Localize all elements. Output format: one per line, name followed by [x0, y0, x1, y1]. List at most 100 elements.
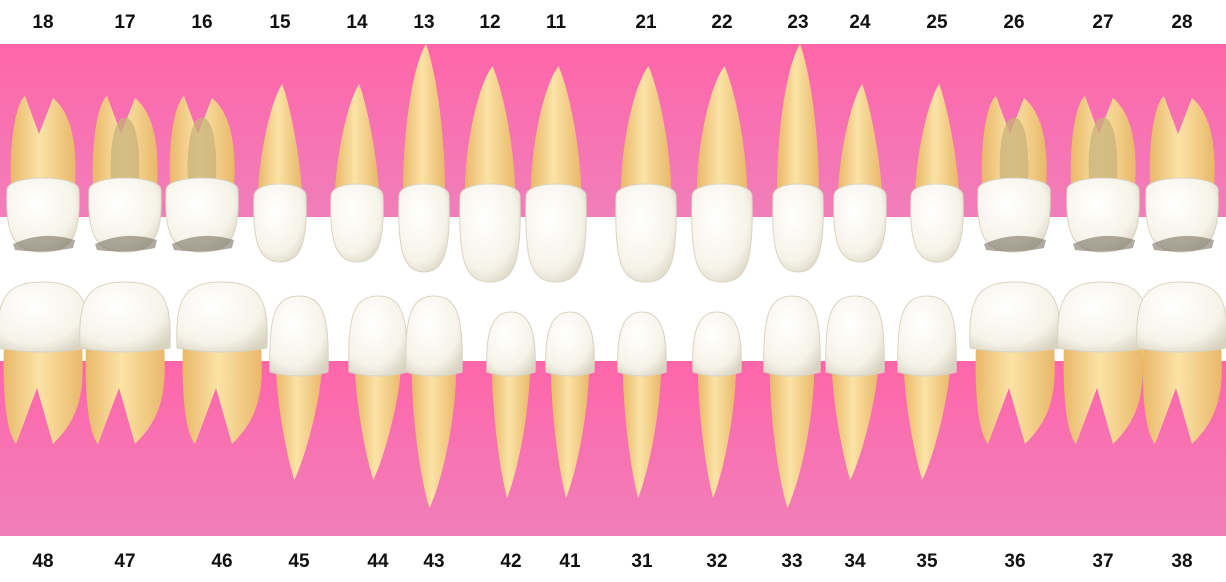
upper-root-23 [777, 44, 819, 194]
upper-crown-25 [910, 183, 964, 263]
upper-crown-12 [459, 183, 521, 283]
lower-crown-37 [1057, 281, 1149, 353]
upper-tooth-number: 27 [1092, 12, 1114, 33]
upper-tooth-22 [691, 66, 753, 283]
upper-occlusal-shadow-16 [172, 235, 234, 252]
upper-crown-22 [691, 183, 753, 283]
upper-root-22 [696, 66, 748, 194]
upper-root-15 [258, 84, 302, 194]
upper-occlusal-shadow-27 [1073, 235, 1135, 252]
lower-crown-45 [269, 295, 329, 377]
lower-crown-31 [617, 311, 667, 377]
upper-root-12 [464, 66, 516, 194]
upper-crown-15 [253, 183, 307, 263]
lower-tooth-31 [617, 311, 667, 498]
upper-tooth-21 [615, 66, 677, 283]
upper-root-25 [915, 84, 959, 194]
lower-crown-36 [969, 281, 1061, 353]
lower-root-38 [1142, 342, 1222, 444]
lower-tooth-number: 42 [500, 551, 522, 572]
upper-crown-14 [330, 183, 384, 263]
lower-crown-46 [176, 281, 268, 353]
lower-tooth-number: 36 [1004, 551, 1026, 572]
upper-tooth-27 [1066, 96, 1140, 253]
lower-tooth-number: 35 [916, 551, 938, 572]
lower-root-33 [769, 362, 815, 508]
upper-root-28 [1149, 96, 1215, 186]
lower-tooth-number: 43 [423, 551, 445, 572]
lower-crown-41 [545, 311, 595, 377]
upper-tooth-number: 21 [635, 12, 657, 33]
upper-tooth-25 [910, 84, 964, 263]
upper-tooth-number: 15 [269, 12, 291, 33]
upper-tooth-16 [165, 96, 239, 253]
lower-tooth-46 [176, 281, 268, 444]
lower-crown-44 [348, 295, 408, 377]
upper-pulp-27 [1088, 117, 1118, 180]
upper-pulp-26 [999, 117, 1029, 180]
upper-crown-16 [165, 177, 239, 253]
upper-tooth-number: 16 [191, 12, 213, 33]
lower-tooth-47 [79, 281, 171, 444]
lower-root-35 [903, 362, 951, 480]
upper-crown-11 [525, 183, 587, 283]
upper-tooth-number: 12 [479, 12, 501, 33]
lower-tooth-36 [969, 281, 1061, 444]
lower-crown-33 [763, 295, 821, 377]
upper-crown-23 [772, 183, 824, 273]
upper-root-14 [335, 84, 379, 194]
lower-root-41 [550, 362, 590, 498]
lower-tooth-number: 48 [32, 551, 54, 572]
upper-crown-24 [833, 183, 887, 263]
lower-tooth-32 [692, 311, 742, 498]
upper-crown-21 [615, 183, 677, 283]
lower-tooth-44 [348, 295, 408, 480]
upper-tooth-24 [833, 84, 887, 263]
upper-tooth-15 [253, 84, 307, 263]
upper-tooth-number: 23 [787, 12, 809, 33]
lower-root-34 [831, 362, 879, 480]
lower-tooth-38 [1136, 281, 1226, 444]
upper-tooth-number: 18 [32, 12, 54, 33]
lower-tooth-33 [763, 295, 821, 508]
upper-tooth-12 [459, 66, 521, 283]
lower-tooth-number: 31 [631, 551, 653, 572]
lower-crown-48 [0, 281, 89, 353]
upper-crown-28 [1145, 177, 1219, 253]
upper-pulp-17 [110, 117, 140, 180]
upper-pulp-16 [187, 117, 217, 180]
upper-crown-26 [977, 177, 1051, 253]
lower-root-32 [697, 362, 737, 498]
lower-tooth-45 [269, 295, 329, 480]
upper-root-24 [838, 84, 882, 194]
lower-crown-35 [897, 295, 957, 377]
upper-root-13 [403, 44, 445, 194]
lower-tooth-42 [486, 311, 536, 498]
upper-tooth-13 [398, 44, 450, 273]
upper-occlusal-shadow-17 [95, 235, 157, 252]
lower-tooth-number: 34 [844, 551, 866, 572]
lower-tooth-number: 41 [559, 551, 581, 572]
lower-tooth-37 [1057, 281, 1149, 444]
upper-tooth-number: 14 [346, 12, 368, 33]
lower-tooth-number: 46 [211, 551, 233, 572]
lower-tooth-43 [405, 295, 463, 508]
lower-tooth-41 [545, 311, 595, 498]
upper-root-11 [530, 66, 582, 194]
upper-occlusal-shadow-18 [13, 235, 75, 252]
upper-crown-27 [1066, 177, 1140, 253]
lower-crown-42 [486, 311, 536, 377]
lower-root-45 [275, 362, 323, 480]
lower-tooth-number: 44 [367, 551, 389, 572]
upper-occlusal-shadow-28 [1152, 235, 1214, 252]
lower-root-42 [491, 362, 531, 498]
lower-tooth-48 [0, 281, 89, 444]
upper-crown-13 [398, 183, 450, 273]
upper-crown-18 [6, 177, 80, 253]
upper-tooth-23 [772, 44, 824, 273]
lower-root-44 [354, 362, 402, 480]
upper-tooth-11 [525, 66, 587, 283]
lower-crown-43 [405, 295, 463, 377]
